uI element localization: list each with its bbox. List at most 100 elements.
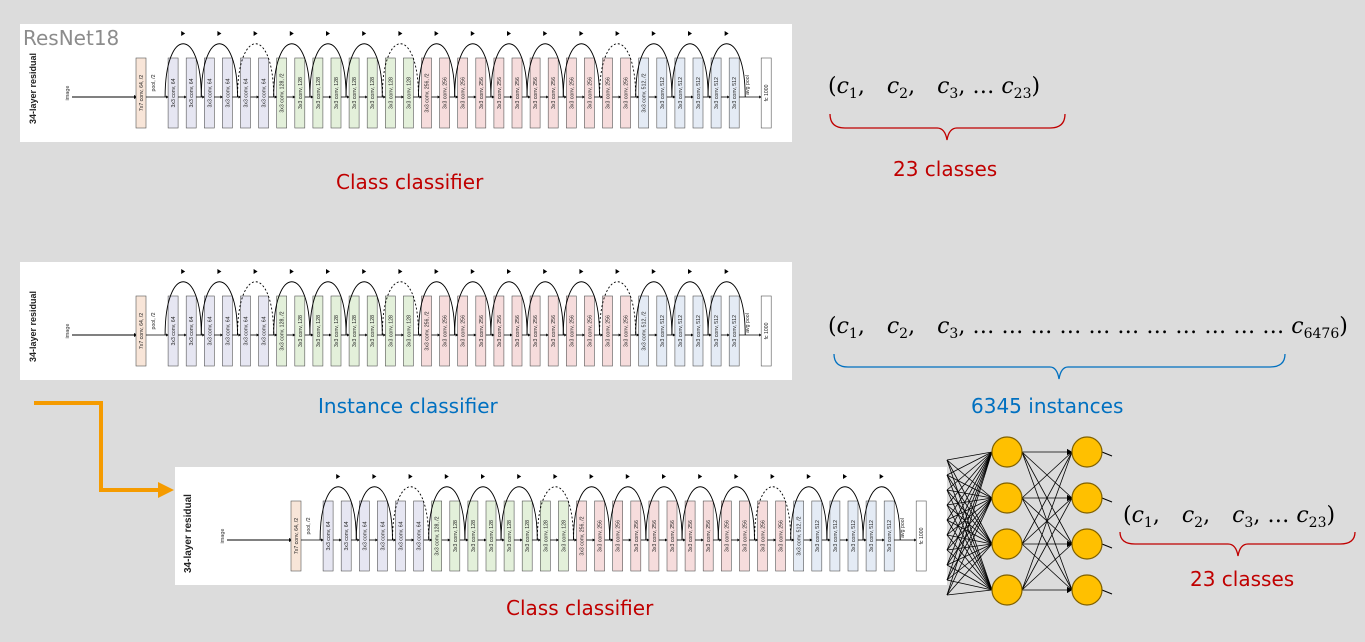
neuron-node [1071, 574, 1103, 606]
conv-layer [330, 57, 342, 129]
conv-layer-label: 3x3 conv, 512 [696, 77, 702, 109]
conv-layer-label: 3x3 conv, 128 [453, 520, 459, 552]
conv-layer [185, 57, 197, 129]
skip-connection [490, 281, 528, 336]
bottom-output-math: (c1, c2, c3, … c23) [1123, 503, 1336, 531]
input-edge [946, 489, 993, 591]
conv-layer [612, 500, 624, 572]
network-panel-top: image 7x7 conv, 64, /2 3x3 conv, 64 3x3 con… [20, 24, 792, 142]
conv-layer [521, 500, 533, 572]
conv-layer-label: 3x3 conv, 512 [714, 315, 720, 347]
conv-layer [312, 295, 324, 367]
resnet-diagram-top: image 7x7 conv, 64, /2 3x3 conv, 64 3x3 con… [65, 31, 772, 129]
conv-layer [793, 500, 805, 572]
conv-layer [503, 500, 515, 572]
input-edge [946, 497, 993, 581]
conv-layer [493, 57, 505, 129]
conv-layer [475, 57, 487, 129]
skip-connection [573, 486, 611, 541]
conv-layer-label: 3x3 conv, 256 [551, 315, 557, 347]
skip-connection [671, 43, 709, 98]
conv-layer-label: 3x3 conv, 256 [587, 77, 593, 109]
input-edge [946, 564, 993, 591]
conv-layer-label: 3x3 conv, 64 [189, 316, 195, 345]
conv-layer [674, 57, 686, 129]
pool-label: pool, /2 [306, 517, 312, 534]
conv-layer-label: 3x3 conv, 128 [370, 315, 376, 347]
conv-layer-label: 3x3 conv, 256 [461, 77, 467, 109]
conv-layer [547, 295, 559, 367]
conv-layer-label: 3x3 conv, 256, /2 [425, 73, 431, 112]
conv-layer-label: 3x3 conv, 256 [624, 77, 630, 109]
hidden-edge [1021, 543, 1073, 591]
input-edge [946, 497, 993, 596]
conv-layer-label: 3x3 conv, 256 [569, 77, 575, 109]
conv-layer [240, 57, 251, 129]
conv-layer [431, 500, 443, 572]
conv-layer-label: 3x3 conv, 128, /2 [435, 516, 441, 555]
skip-connection [454, 281, 492, 336]
skip-connection [418, 43, 456, 98]
input-edge [946, 504, 993, 591]
conv-layer-label: 3x3 conv, 64 [344, 521, 350, 550]
conv-layer [421, 57, 432, 129]
top-caption: Class classifier [336, 170, 484, 194]
skip-connection [490, 43, 528, 98]
transfer-arrow [34, 401, 174, 498]
conv-layer [620, 295, 631, 367]
conv-layer [294, 295, 306, 367]
skip-connection [645, 486, 683, 541]
conv-layer-label: 7x7 conv, 64, /2 [294, 518, 300, 554]
conv-layer [421, 295, 432, 367]
network-title: 34-layer residual [183, 494, 194, 573]
conv-layer [439, 57, 450, 129]
conv-layer-label: 3x3 conv, 128 [388, 77, 394, 109]
conv-layer [558, 500, 569, 572]
conv-layer-label: 3x3 conv, 128 [352, 77, 358, 109]
skip-connection [671, 281, 709, 336]
conv-layer [204, 57, 215, 129]
conv-layer [565, 57, 577, 129]
skip-connection [454, 43, 492, 98]
fc-layer [760, 295, 772, 367]
conv-layer [222, 295, 233, 367]
middle-brace-label: 6345 instances [971, 394, 1124, 418]
conv-layer [511, 57, 523, 129]
skip-connection [707, 43, 746, 98]
input-edge [946, 459, 993, 545]
bottom-brace-label: 23 classes [1190, 567, 1295, 591]
conv-layer [467, 500, 479, 572]
avgpool-label: avg pool [745, 313, 751, 333]
hidden-edge [1021, 451, 1073, 591]
conv-layer [384, 57, 396, 129]
input-edge [946, 474, 993, 591]
fc-label: fc 1000 [764, 322, 770, 339]
skip-connection [526, 281, 564, 336]
conv-layer-label: 3x3 conv, 64 [189, 78, 195, 107]
skip-connection [536, 486, 574, 541]
conv-layer-label: 3x3 conv, 64 [171, 316, 177, 345]
conv-layer-label: 3x3 conv, 256, /2 [425, 311, 431, 350]
neuron-node [991, 574, 1023, 606]
conv-layer [312, 57, 324, 129]
avgpool-label: avg pool [900, 518, 906, 538]
hidden-edge [1021, 497, 1073, 591]
skip-connection [599, 43, 637, 98]
skip-connection [707, 281, 746, 336]
skip-connection [717, 486, 755, 541]
conv-layer-label: 3x3 conv, 256 [587, 315, 593, 347]
stem-conv-layer [135, 57, 147, 129]
conv-layer-label: 3x3 conv, 512 [732, 315, 738, 347]
conv-layer [638, 295, 650, 367]
skip-connection [526, 43, 564, 98]
input-edge [946, 451, 993, 551]
conv-layer [403, 57, 414, 129]
skip-connection [273, 281, 311, 336]
conv-layer [340, 500, 352, 572]
conv-layer-label: 3x3 conv, 128 [406, 77, 412, 109]
conv-layer-label: 3x3 conv, 64 [326, 521, 332, 550]
conv-layer-label: 3x3 conv, 64 [225, 78, 231, 107]
conv-layer [258, 57, 269, 129]
conv-layer [883, 500, 895, 572]
input-edge [946, 579, 993, 591]
